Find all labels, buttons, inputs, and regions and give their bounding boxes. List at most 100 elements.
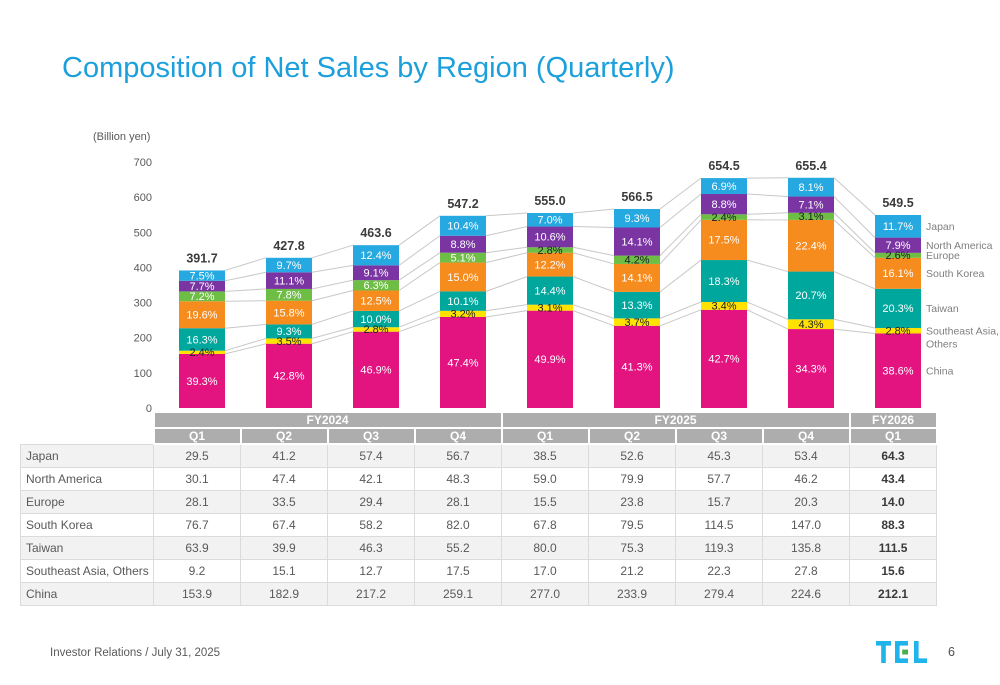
unit-label: (Billion yen)	[93, 131, 151, 143]
table-cell: 224.6	[762, 582, 851, 606]
table-cell: 28.1	[413, 490, 503, 514]
connector-line	[485, 226, 528, 237]
connector-line	[833, 196, 876, 238]
table-cell: 153.9	[153, 582, 241, 606]
bar-segment	[875, 288, 921, 328]
bar-segment	[266, 272, 312, 289]
segment-percent-label: 39.3%	[186, 376, 217, 388]
bar-segment	[266, 288, 312, 301]
connector-line	[485, 276, 528, 292]
sales-table: FY2024 FY2025 FY2026 Q1 Q2 Q3 Q4 Q1 Q2 Q3 Q4 Q1 Jap…	[20, 411, 938, 606]
table-cell: 15.6	[849, 559, 938, 583]
bar-segment	[701, 260, 747, 302]
bar-segment	[266, 324, 312, 339]
segment-percent-label: 3.2%	[450, 309, 475, 321]
connector-line	[659, 219, 702, 265]
segment-percent-label: 12.2%	[534, 259, 565, 271]
segment-percent-label: 4.2%	[624, 255, 649, 267]
bar-segment	[527, 310, 573, 408]
segment-percent-label: 19.6%	[186, 310, 217, 322]
bar-segment	[527, 276, 573, 305]
y-axis-tick-label: 200	[134, 333, 152, 345]
connector-line	[311, 264, 354, 273]
table-cell: 111.5	[849, 536, 938, 560]
segment-percent-label: 49.9%	[534, 354, 565, 366]
connector-line	[659, 213, 702, 256]
segment-percent-label: 5.1%	[450, 252, 475, 264]
connector-line	[833, 219, 876, 259]
table-cell: 14.0	[849, 490, 938, 514]
connector-line	[572, 208, 615, 214]
bar-segment	[440, 310, 486, 317]
connector-line	[311, 289, 354, 302]
segment-percent-label: 18.3%	[708, 276, 739, 288]
row-label: Southeast Asia, Others	[20, 559, 154, 583]
connector-line	[572, 304, 615, 319]
legend-label: Japan	[926, 221, 955, 233]
fiscal-year-header: FY2026	[848, 411, 938, 429]
bar-segment	[440, 316, 486, 408]
segment-percent-label: 8.8%	[711, 199, 736, 211]
segment-percent-label: 34.3%	[795, 363, 826, 375]
table-cell: 45.3	[675, 443, 764, 468]
bar-segment	[614, 291, 660, 319]
bar-total-label: 547.2	[447, 197, 478, 211]
table-cell: 52.6	[588, 443, 677, 468]
table-cell: 48.3	[413, 467, 503, 491]
table-cell: 58.2	[327, 513, 415, 537]
table-cell: 21.2	[588, 559, 677, 583]
segment-percent-label: 15.8%	[273, 307, 304, 319]
row-label: North America	[20, 467, 154, 491]
bar-segment	[701, 214, 747, 220]
connector-line	[746, 259, 789, 273]
bar-segment	[527, 304, 573, 311]
quarter-header: Q4	[413, 427, 503, 445]
segment-percent-label: 10.6%	[534, 232, 565, 244]
bar-segment	[875, 327, 921, 334]
table-row: China 153.9 182.9 217.2 259.1 277.0 233.9 279.4…	[20, 582, 938, 606]
legend-label: China	[926, 365, 954, 377]
segment-percent-label: 7.0%	[537, 215, 562, 227]
segment-percent-label: 47.4%	[447, 357, 478, 369]
table-cell: 114.5	[675, 513, 764, 537]
segment-percent-label: 4.3%	[798, 319, 823, 331]
segment-percent-label: 2.8%	[363, 324, 388, 336]
segment-percent-label: 9.3%	[276, 326, 301, 338]
table-cell: 217.2	[327, 582, 415, 606]
bar-segment	[701, 178, 747, 195]
bar-segment	[788, 196, 834, 213]
table-cell: 20.3	[762, 490, 851, 514]
table-cell: 43.4	[849, 467, 938, 491]
table-row: Japan 29.5 41.2 57.4 56.7 38.5 52.6 45.3 53.4 64.…	[20, 443, 938, 468]
segment-percent-label: 11.7%	[883, 221, 914, 233]
bar-segment	[440, 235, 486, 253]
table-row: Southeast Asia, Others 9.2 15.1 12.7 17.5 17.…	[20, 559, 938, 583]
segment-percent-label: 2.6%	[885, 250, 910, 262]
bar-segment	[614, 209, 660, 228]
table-cell: 67.4	[240, 513, 328, 537]
quarter-header: Q3	[674, 427, 764, 445]
segment-percent-label: 20.7%	[795, 290, 826, 302]
connector-line	[833, 212, 876, 254]
table-cell: 57.7	[675, 467, 764, 491]
connector-line	[311, 310, 354, 325]
segment-percent-label: 9.3%	[624, 213, 649, 225]
bar-segment	[440, 262, 486, 292]
bar-segment	[440, 291, 486, 311]
segment-percent-label: 7.8%	[276, 290, 301, 302]
bar-segment	[788, 219, 834, 272]
table-cell: 53.4	[762, 443, 851, 468]
y-axis-tick-label: 600	[134, 192, 152, 204]
segment-percent-label: 12.5%	[360, 296, 391, 308]
bar-segment	[875, 214, 921, 238]
segment-percent-label: 10.1%	[447, 296, 478, 308]
table-cell: 12.7	[327, 559, 415, 583]
segment-percent-label: 20.3%	[882, 303, 913, 315]
legend-label: Europe	[926, 250, 960, 262]
connector-line	[224, 337, 267, 352]
table-cell: 30.1	[153, 467, 241, 491]
bar-segment	[353, 327, 399, 332]
table-cell: 29.5	[153, 443, 241, 468]
bar-segment	[788, 271, 834, 320]
segment-percent-label: 6.3%	[363, 280, 388, 292]
